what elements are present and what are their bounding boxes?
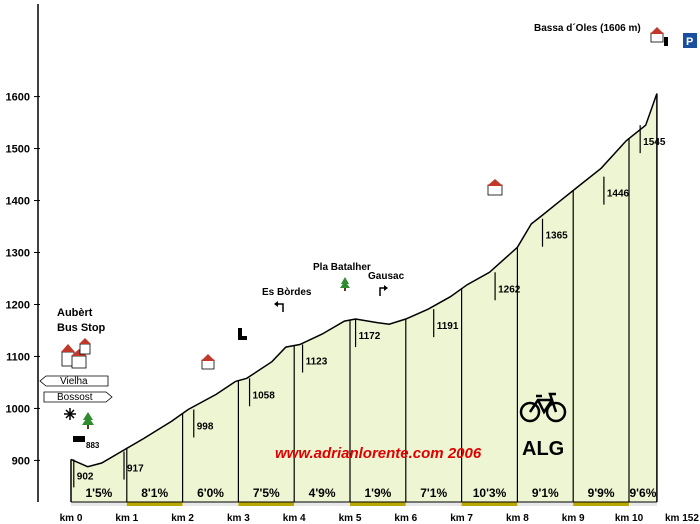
x-tick-label: km 8 [506,513,529,524]
x-tick-label: km 5 [339,513,362,524]
grade-strip-segment [126,502,183,506]
km-drop-lines [126,138,630,502]
grade-label: 10'3% [473,486,507,500]
tree-icon [82,412,94,429]
tree-icon [340,277,350,291]
grade-label: 6'0% [197,486,224,500]
grade-strip-segment [461,502,518,506]
poi-gausac: Gausac [368,271,405,282]
sun-icon [64,408,76,420]
grade-strip-segment [238,502,295,506]
website-credit: www.adrianlorente.com 2006 [275,445,482,462]
parking-sign: P [683,33,697,48]
profile-line [70,93,658,468]
sign-bossost: Bossost [43,391,113,403]
start-title-line1: Aubèrt [57,307,93,319]
x-tick-label: km 1 [115,513,138,524]
grade-label: 1'5% [85,486,112,500]
svg-text:Vielha: Vielha [60,376,88,387]
svg-text:Bossost: Bossost [57,392,93,403]
elevation-labels: 902 917 998 1058 1123 1172 1191 1262 1365 1446 154… [73,125,666,488]
bus-stop-icon [73,436,85,442]
x-tick-label: km 6 [394,513,417,524]
grade-strip-segment [294,502,350,506]
svg-text:P: P [686,36,693,48]
y-ticks: 900 1000 1100 1200 1300 1400 1500 1600 [6,92,40,467]
start-small-elevation: 883 [86,441,100,450]
turn-right-icon [379,285,388,296]
elevation-label: 1191 [437,321,459,332]
grade-strip-segment [71,502,127,506]
poi-es-bordes: Es Bòrdes [262,287,312,298]
house-icon [201,354,215,370]
y-tick-label: 1500 [6,144,30,156]
start-title-line2: Bus Stop [57,322,106,334]
grade-strip-segment [573,502,629,506]
x-tick-label: km 0 [60,513,83,524]
elevation-label: 1446 [607,189,630,200]
elevation-label: 1365 [546,231,569,242]
grade-label: 8'1% [141,486,168,500]
x-ticks: km 0 km 1 km 2 km 3 km 4 km 5 km 6 km 7 km 8 km 9… [60,513,644,524]
refuge-icon [650,27,668,46]
sign-vielha: Vielha [39,375,109,387]
y-tick-label: 1400 [6,196,30,208]
elevation-label: 1545 [643,137,666,148]
turn-left-icon [274,301,284,312]
y-tick-label: 1200 [6,299,30,311]
elevation-label: 1172 [359,331,381,342]
y-tick-label: 1100 [6,351,30,363]
y-tick-label: 1600 [6,92,30,104]
grade-label: 4'9% [309,486,336,500]
grade-strip-segment [405,502,462,506]
profile-area [71,93,657,502]
end-km-label: km 152 [665,513,699,524]
grade-strip-segment [350,502,406,506]
elevation-label: 917 [127,464,144,475]
grade-strip-segment [182,502,239,506]
grade-strip-segment [517,502,574,506]
house-icon [487,179,503,196]
x-tick-label: km 7 [450,513,473,524]
elevation-label: 902 [77,471,94,482]
y-tick-label: 1300 [6,248,30,260]
x-tick-label: km 4 [283,513,306,524]
x-tick-label: km 2 [171,513,194,524]
grade-label: 1'9% [364,486,391,500]
y-tick-label: 1000 [6,403,30,415]
village-icon [61,338,91,369]
elevation-label: 998 [197,421,214,432]
grade-strip-segment [629,502,657,506]
elevation-label: 1123 [306,357,328,368]
x-tick-label: km 9 [562,513,585,524]
bicycle-icon [519,392,567,423]
grade-label: 7'1% [420,486,447,500]
grade-label: 9'6% [630,486,657,500]
brand-logo: ALG [522,438,564,460]
y-tick-label: 900 [12,455,30,467]
elevation-label: 1262 [498,284,521,295]
church-icon [238,328,247,340]
grade-label: 9'1% [532,486,559,500]
grade-strip: 1'5% 8'1% 6'0% 7'5% 4'9% 1'9% 7'1% 10'3% 9'1% 9'9… [71,486,657,506]
grade-label: 9'9% [588,486,615,500]
elevation-label: 1058 [253,390,276,401]
poi-pla-batalher: Pla Batalher [313,262,371,273]
profile-area-layer [70,93,658,502]
grade-label: 7'5% [253,486,280,500]
x-tick-label: km 10 [615,513,644,524]
summit-label: Bassa d´Oles (1606 m) [534,23,641,34]
x-tick-label: km 3 [227,513,250,524]
